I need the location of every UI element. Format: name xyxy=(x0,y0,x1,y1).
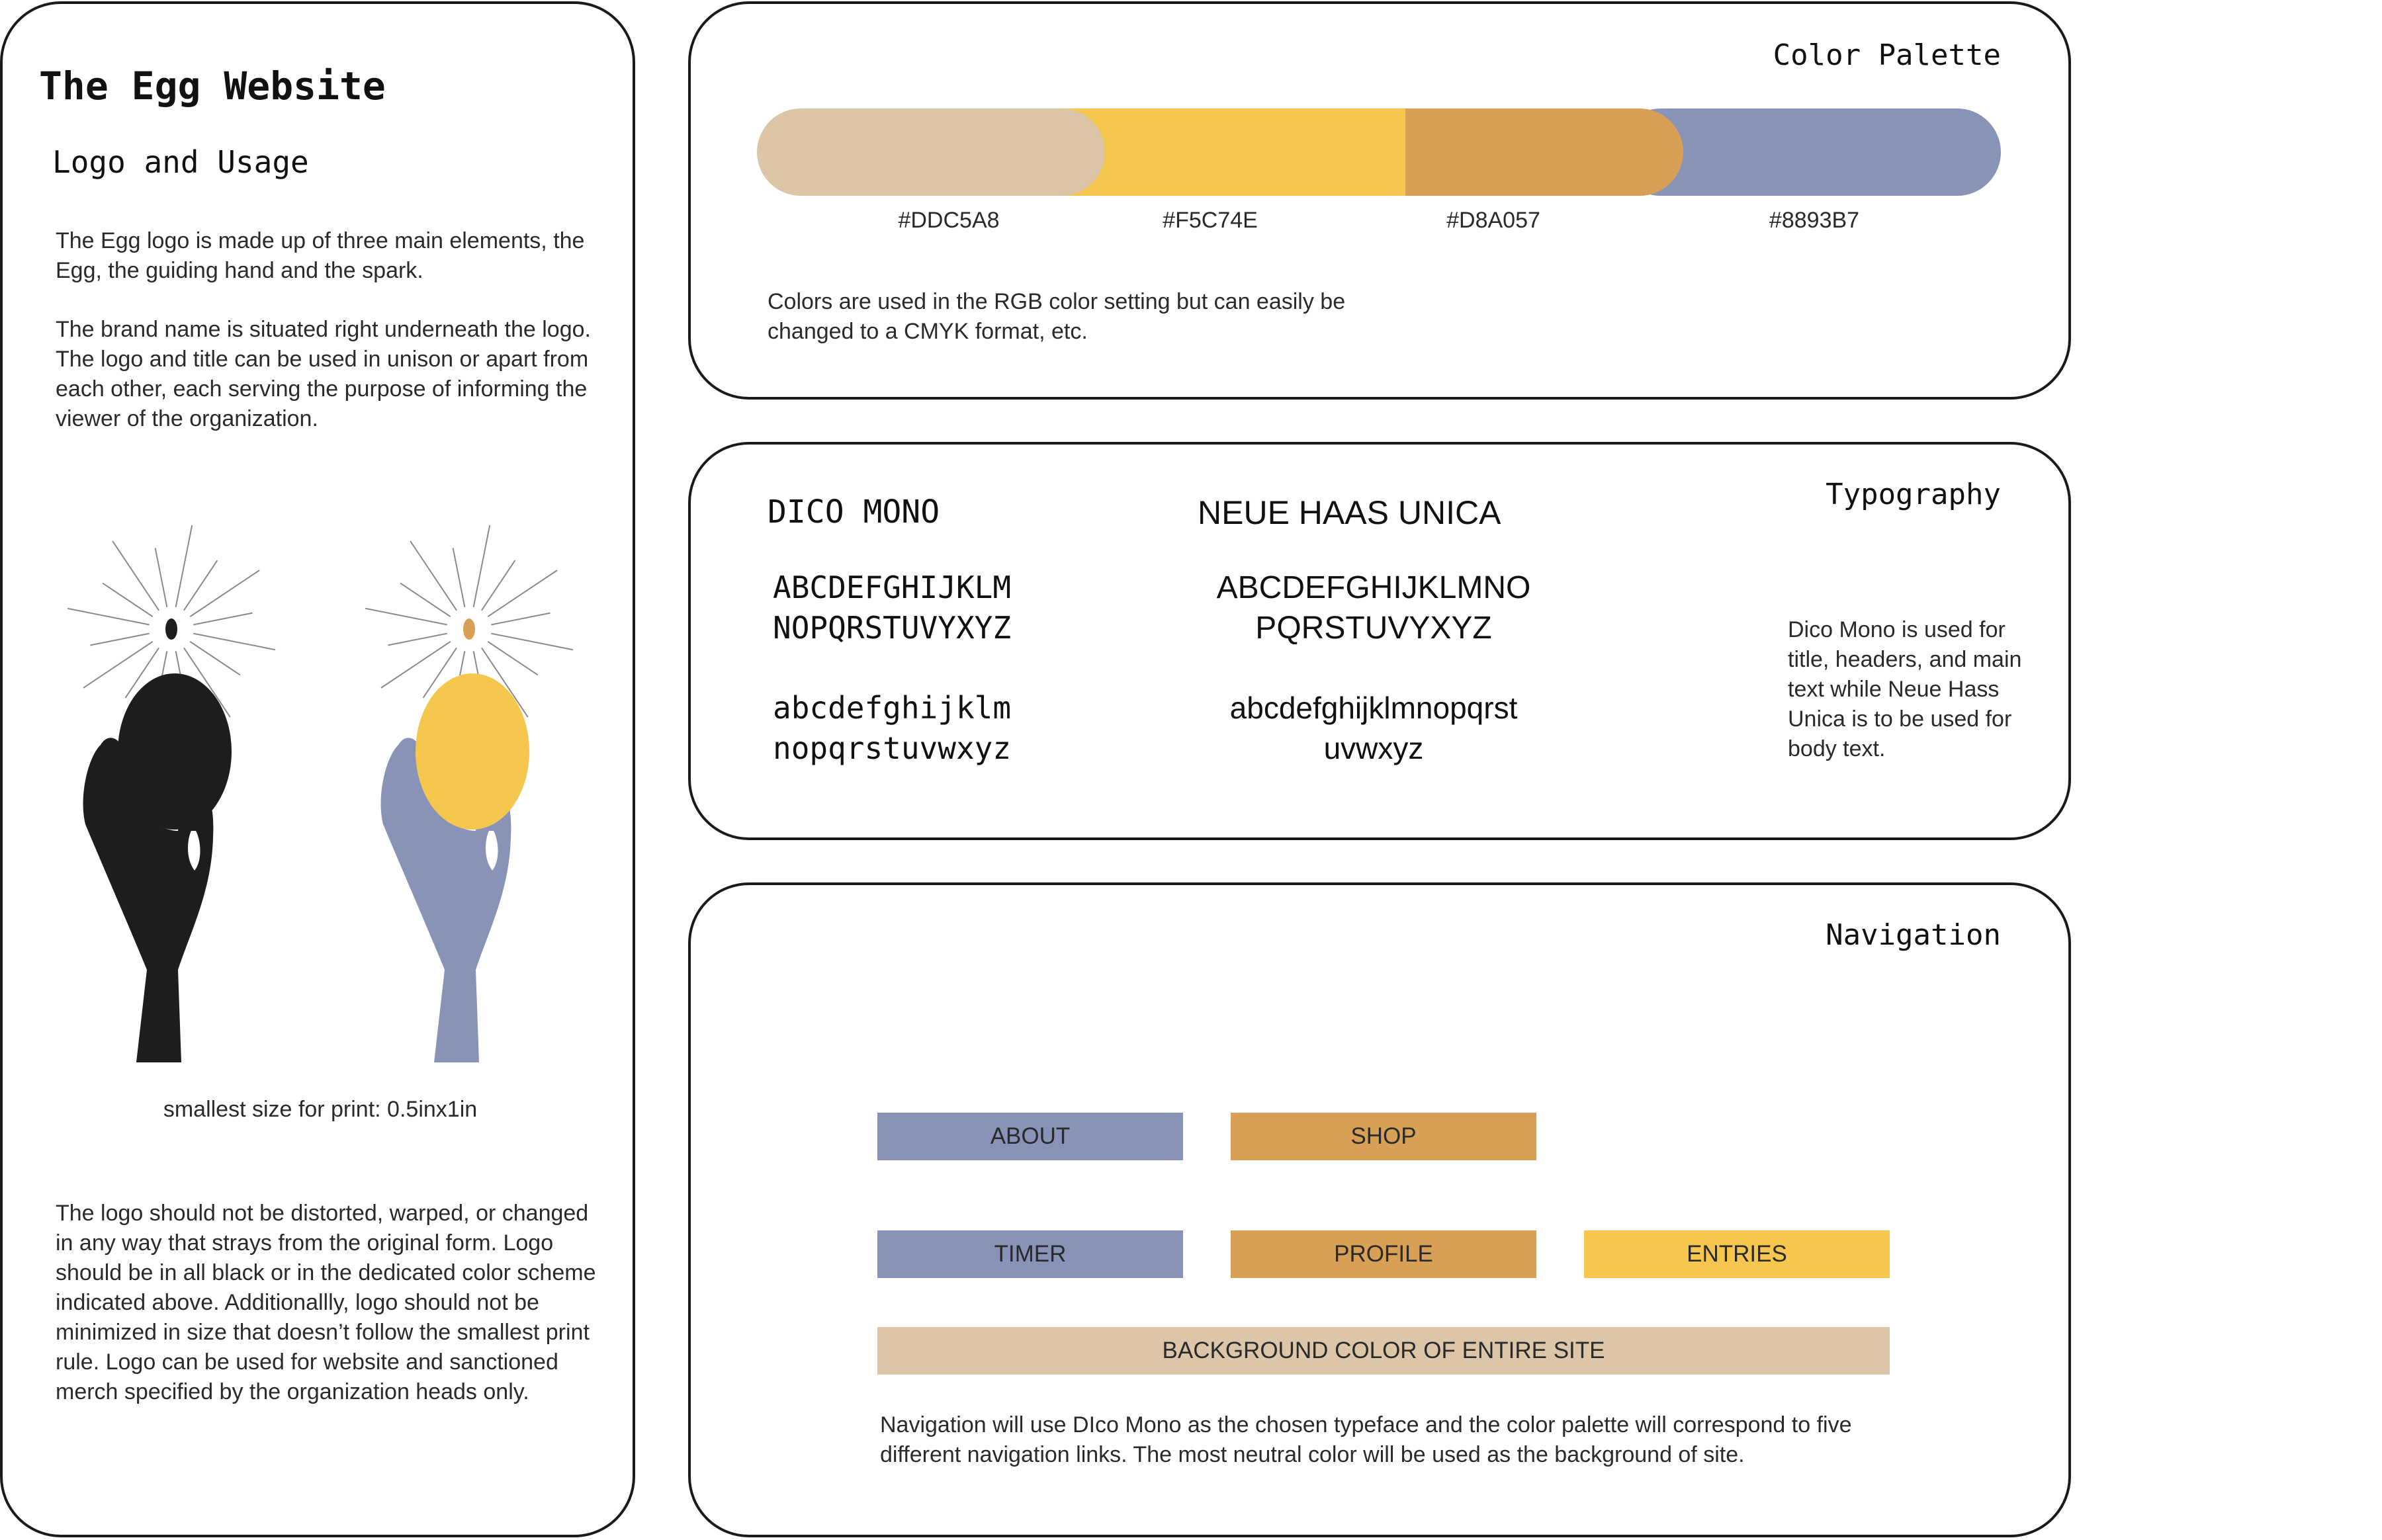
swatch-label-8893b7: #8893B7 xyxy=(1769,208,1860,233)
swatch-d8a057 xyxy=(1339,108,1683,196)
spark-ray xyxy=(102,582,154,617)
spark-ray xyxy=(112,540,159,611)
spark-ray xyxy=(90,632,150,646)
spark-ray xyxy=(183,560,218,611)
site-title: The Egg Website xyxy=(39,64,386,108)
color-palette-note: Colors are used in the RGB color setting… xyxy=(768,289,1346,344)
site-background-swatch: BACKGROUND COLOR OF ENTIRE SITE xyxy=(877,1327,1890,1375)
spark-ray xyxy=(388,632,447,646)
neue-haas-uppercase: ABCDEFGHIJKLMNO PQRSTUVYXYZ xyxy=(1195,568,1552,648)
spark-ray xyxy=(183,647,231,718)
swatch-label-ddc5a8: #DDC5A8 xyxy=(898,208,1000,233)
spark-ray xyxy=(472,525,491,607)
neue-lower-line-2: uvwxyz xyxy=(1323,731,1424,765)
typography-note: Dico Mono is used for title, headers, an… xyxy=(1788,617,2022,761)
dico-upper-line-1: ABCDEFGHIJKLM xyxy=(773,570,1012,605)
logo-usage-panel: The Egg Website Logo and Usage The Egg l… xyxy=(0,1,635,1537)
spark-ray xyxy=(189,641,241,676)
logo-intro-text: The Egg logo is made up of three main el… xyxy=(56,228,585,283)
navigation-panel: Navigation ABOUT SHOP TIMER PROFILE ENTR… xyxy=(688,882,2071,1537)
swatch-8893b7 xyxy=(1617,108,2001,196)
print-size-note: smallest size for print: 0.5inx1in xyxy=(163,1097,478,1122)
nav-about-button[interactable]: ABOUT xyxy=(877,1113,1183,1160)
swatch-label-f5c74e: #F5C74E xyxy=(1163,208,1258,233)
spark-ray xyxy=(154,548,168,607)
spark-ray xyxy=(400,582,451,617)
color-palette-panel: Color Palette #DDC5A8 #F5C74E #D8A057 #8… xyxy=(688,1,2071,400)
nav-timer-button[interactable]: TIMER xyxy=(877,1230,1183,1278)
spark-ray xyxy=(487,641,539,676)
spark-ray xyxy=(189,570,260,617)
logo-variants xyxy=(67,525,574,1062)
spark-ray xyxy=(422,647,457,699)
neue-lower-line-1: abcdefghijklmnopqrst xyxy=(1229,691,1518,725)
spark-ray xyxy=(193,612,253,626)
swatch-f5c74e xyxy=(1061,108,1405,196)
dico-mono-name: DICO MONO xyxy=(768,493,940,531)
egg-icon xyxy=(118,673,232,830)
color-palette-title: Color Palette xyxy=(1773,38,2001,72)
spark-ray xyxy=(491,632,574,651)
swatch-ddc5a8 xyxy=(757,108,1105,196)
dico-mono-lowercase: abcdefghijklm nopqrstuvwxyz xyxy=(773,688,1011,769)
spark-ray xyxy=(452,548,466,607)
nav-entries-button[interactable]: ENTRIES xyxy=(1584,1230,1890,1278)
neue-upper-line-2: PQRSTUVYXYZ xyxy=(1255,611,1492,646)
spark-seed xyxy=(463,619,475,640)
brand-name-text: The brand name is situated right underne… xyxy=(56,317,591,431)
dico-upper-line-2: NOPQRSTUVYXYZ xyxy=(773,610,1012,646)
logo-usage-rules: The logo should not be distorted, warped… xyxy=(56,1201,596,1404)
spark-ray xyxy=(365,607,447,626)
spark-ray xyxy=(410,540,457,611)
navigation-note: Navigation will use DIco Mono as the cho… xyxy=(880,1412,1852,1467)
dico-lower-line-2: nopqrstuvwxyz xyxy=(773,730,1012,766)
logo-usage-heading: Logo and Usage xyxy=(52,144,309,180)
spark-ray xyxy=(491,612,551,626)
spark-ray xyxy=(193,632,276,651)
neue-haas-lowercase: abcdefghijklmnopqrst uvwxyz xyxy=(1195,688,1552,769)
navigation-title: Navigation xyxy=(1826,918,2001,952)
spark-ray xyxy=(481,647,529,718)
nav-profile-button[interactable]: PROFILE xyxy=(1231,1230,1536,1278)
spark-ray xyxy=(67,607,150,626)
spark-ray xyxy=(83,641,154,689)
egg-logo-black xyxy=(67,525,276,1062)
typography-title: Typography xyxy=(1826,478,2001,511)
nav-shop-button[interactable]: SHOP xyxy=(1231,1113,1536,1160)
dico-mono-uppercase: ABCDEFGHIJKLM NOPQRSTUVYXYZ xyxy=(773,568,1011,648)
dico-lower-line-1: abcdefghijklm xyxy=(773,690,1012,726)
spark-seed xyxy=(165,619,177,640)
spark-ray xyxy=(124,647,159,699)
spark-ray xyxy=(380,641,451,689)
typography-panel: Typography DICO MONO ABCDEFGHIJKLM NOPQR… xyxy=(688,442,2071,840)
neue-haas-unica-name: NEUE HAAS UNICA xyxy=(1198,494,1501,531)
neue-upper-line-1: ABCDEFGHIJKLMNO xyxy=(1216,570,1531,605)
spark-ray xyxy=(481,560,516,611)
spark-ray xyxy=(487,570,558,617)
spark-ray xyxy=(175,525,193,607)
swatch-label-d8a057: #D8A057 xyxy=(1446,208,1540,233)
egg-logo-color xyxy=(365,525,574,1062)
color-swatch-bar xyxy=(757,108,2001,196)
egg-icon xyxy=(416,673,529,830)
